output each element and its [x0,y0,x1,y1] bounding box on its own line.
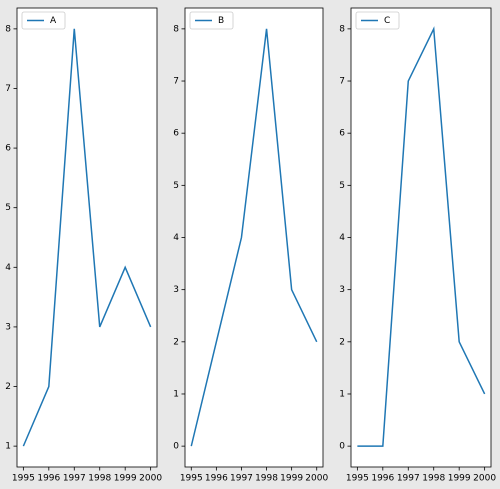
y-tick-label: 5 [339,181,345,191]
x-tick-label: 1998 [88,474,111,484]
y-tick-label: 4 [5,263,11,273]
y-tick-label: 2 [173,337,179,347]
y-tick-label: 2 [339,337,345,347]
y-tick-label: 6 [173,129,179,139]
y-tick-label: 8 [5,24,11,34]
plot-area [16,7,158,468]
y-tick-label: 1 [5,442,11,452]
y-tick-label: 6 [339,129,345,139]
line [22,28,152,447]
x-tick-label: 1997 [397,474,420,484]
line [190,28,318,447]
y-tick-label: 6 [5,144,11,154]
y-tick-label: 4 [339,233,345,243]
x-tick-label: 1999 [448,474,471,484]
x-tick-label: 1997 [230,474,253,484]
y-tick-label: 3 [5,322,11,332]
x-tick-label: 1998 [422,474,445,484]
y-tick-label: 1 [339,389,345,399]
y-tick-label: 0 [339,442,345,452]
y-tick-label: 4 [173,233,179,243]
x-tick-label: 2000 [305,474,328,484]
y-tick-label: 7 [339,77,345,87]
x-tick-label: 1999 [114,474,137,484]
y-tick-label: 3 [173,285,179,295]
y-tick-label: 3 [339,285,345,295]
x-tick-label: 1998 [255,474,278,484]
legend-label: C [384,16,390,26]
x-tick-label: 1996 [37,474,60,484]
plot-area [184,7,324,468]
x-tick-label: 2000 [139,474,162,484]
y-tick-label: 7 [5,84,11,94]
x-tick-label: 1996 [371,474,394,484]
y-tick-label: 0 [173,442,179,452]
y-tick-label: 5 [173,181,179,191]
y-tick-label: 8 [173,24,179,34]
line [357,26,486,447]
y-tick-label: 7 [173,77,179,87]
x-tick-label: 1999 [280,474,303,484]
x-tick-label: 1997 [63,474,86,484]
x-tick-label: 1995 [12,474,35,484]
x-tick-label: 2000 [473,474,496,484]
y-tick-label: 1 [173,389,179,399]
x-tick-label: 1995 [346,474,369,484]
y-tick-label: 2 [5,382,11,392]
y-tick-label: 8 [339,24,345,34]
x-tick-label: 1995 [180,474,203,484]
plot-area [350,7,492,468]
x-tick-label: 1996 [205,474,228,484]
legend-label: A [50,16,57,26]
legend-label: B [218,16,224,26]
y-tick-label: 5 [5,203,11,213]
